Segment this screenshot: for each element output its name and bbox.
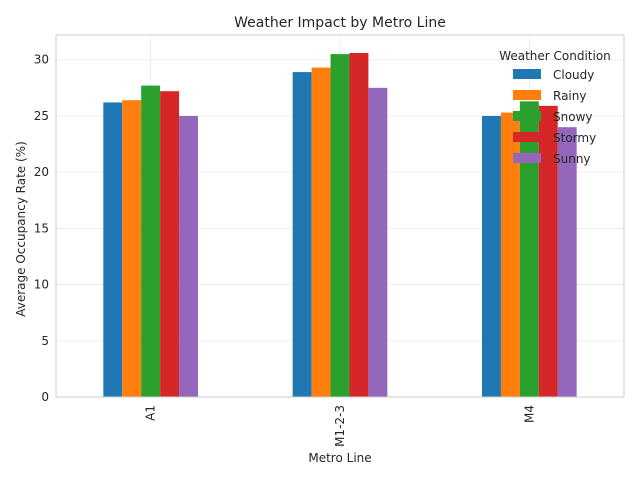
bar-sunny-m4 xyxy=(557,127,577,397)
bar-snowy-m1-2-3 xyxy=(330,54,350,397)
x-tick-label: M1-2-3 xyxy=(333,405,347,447)
legend-swatch-sunny xyxy=(513,153,541,163)
legend-label-stormy: Stormy xyxy=(553,131,596,145)
legend-swatch-cloudy xyxy=(513,69,541,79)
bar-rainy-a1 xyxy=(122,100,142,398)
legend-label-rainy: Rainy xyxy=(553,89,586,103)
legend-label-snowy: Snowy xyxy=(553,110,592,124)
bar-rainy-m1-2-3 xyxy=(311,67,331,398)
bar-cloudy-m1-2-3 xyxy=(292,72,312,398)
x-tick-label: A1 xyxy=(144,405,158,421)
bar-stormy-a1 xyxy=(160,91,180,397)
y-tick-label: 5 xyxy=(41,334,49,348)
bar-rainy-m4 xyxy=(500,112,520,398)
y-tick-label: 30 xyxy=(34,53,49,67)
legend: Weather Condition Cloudy Rainy Snowy Stormy… xyxy=(499,49,611,166)
bar-sunny-a1 xyxy=(179,115,198,398)
legend-swatch-rainy xyxy=(513,90,541,100)
plot-frame xyxy=(55,34,625,398)
legend-title: Weather Condition xyxy=(499,49,611,63)
bar-stormy-m1-2-3 xyxy=(349,52,369,397)
legend-items: Cloudy Rainy Snowy Stormy Sunny xyxy=(513,68,596,166)
bar-cloudy-a1 xyxy=(103,102,123,397)
bar-snowy-m4 xyxy=(519,101,539,397)
chart-title: Weather Impact by Metro Line xyxy=(234,15,446,31)
legend-swatch-snowy xyxy=(513,111,541,121)
y-tick-label: 25 xyxy=(34,109,49,123)
x-axis-label: Metro Line xyxy=(308,451,371,465)
bar-cloudy-m4 xyxy=(482,115,501,398)
x-tick-label: M4 xyxy=(522,405,536,423)
y-tick-label: 15 xyxy=(34,221,49,235)
y-tick-label: 0 xyxy=(41,390,49,404)
bars xyxy=(103,52,577,398)
bar-stormy-m4 xyxy=(538,105,558,398)
bar-sunny-m1-2-3 xyxy=(368,87,388,398)
bar-snowy-a1 xyxy=(141,85,161,398)
legend-label-cloudy: Cloudy xyxy=(553,68,594,82)
y-tick-label: 10 xyxy=(34,278,49,292)
y-axis-label: Average Occupancy Rate (%) xyxy=(14,141,28,317)
legend-label-sunny: Sunny xyxy=(553,152,591,166)
axis-ticks: 0 5 10 15 20 25 30 A1 M1-2-3 M4 xyxy=(34,53,537,447)
legend-swatch-stormy xyxy=(513,132,541,142)
y-tick-label: 20 xyxy=(34,165,49,179)
